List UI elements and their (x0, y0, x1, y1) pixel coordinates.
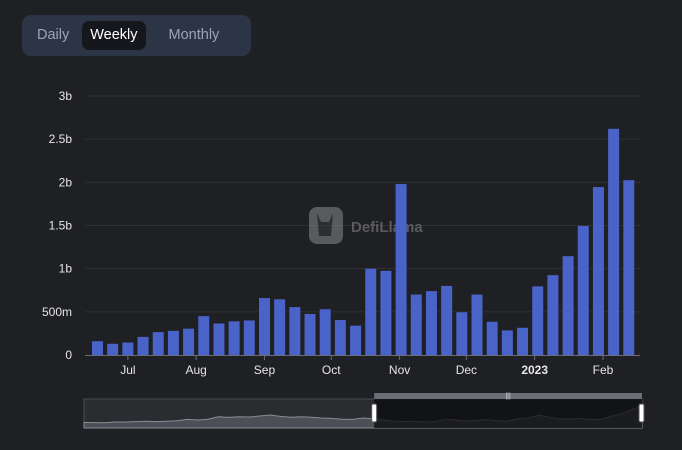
y-tick-label: 3b (59, 89, 73, 103)
x-tick-label: Nov (389, 363, 410, 377)
bar (547, 275, 559, 355)
y-tick-label: 2b (59, 175, 73, 189)
bar (107, 343, 119, 355)
x-tick-label: Sep (254, 363, 276, 377)
x-tick-label: Oct (322, 363, 341, 377)
bar (274, 299, 286, 355)
bar (243, 320, 255, 355)
bar (486, 321, 498, 355)
bar (501, 330, 513, 355)
slider-grip-icon: ||| (505, 393, 511, 400)
bar (532, 286, 544, 355)
y-tick-label: 2.5b (49, 132, 73, 146)
y-tick-label: 500m (42, 305, 72, 319)
range-slider: ||| (83, 393, 645, 429)
bar (471, 294, 483, 355)
slider-left-handle[interactable] (371, 403, 378, 423)
bar (623, 180, 635, 355)
bar (228, 321, 240, 355)
x-tick-label: Feb (593, 363, 614, 377)
llama-logo-icon-face (317, 213, 333, 236)
bar (152, 332, 164, 355)
bars (92, 128, 635, 355)
slider-selection[interactable] (374, 399, 642, 428)
y-tick-label: 1.5b (49, 219, 73, 233)
bar (213, 323, 225, 355)
bar (183, 328, 195, 355)
bar (517, 327, 529, 355)
slider-right-handle[interactable] (638, 403, 645, 423)
bar (592, 187, 604, 355)
bar (577, 225, 589, 355)
bar (365, 268, 377, 355)
slider-drag-bar[interactable] (374, 393, 642, 399)
x-tick-label: Jul (120, 363, 135, 377)
bar (92, 341, 103, 355)
bar (289, 307, 301, 355)
tab-daily[interactable]: Daily (37, 27, 70, 43)
bar (380, 270, 392, 355)
bar (350, 325, 362, 355)
bar (319, 309, 331, 355)
y-tick-label: 0 (65, 348, 72, 362)
bar (122, 342, 134, 355)
bar (395, 184, 407, 355)
bar (198, 316, 210, 355)
x-axis: Jul Aug Sep Oct Nov Dec 2023 Feb (85, 355, 640, 377)
x-tick-label: Dec (456, 363, 477, 377)
x-tick-label: 2023 (521, 363, 548, 377)
bar (137, 336, 149, 355)
bar (441, 285, 453, 355)
y-tick-label: 1b (59, 262, 73, 276)
x-tick-label: Aug (185, 363, 206, 377)
tab-weekly[interactable]: Weekly (82, 21, 146, 50)
bar (562, 256, 574, 355)
watermark-text: DefiLlama (351, 219, 423, 236)
grid-lines (85, 95, 640, 313)
bar (167, 330, 179, 355)
bar (410, 294, 422, 355)
bar (258, 298, 270, 355)
bar (425, 291, 437, 355)
bar (334, 320, 346, 355)
period-tabs: Daily Weekly Monthly (22, 15, 251, 56)
tab-monthly[interactable]: Monthly (168, 27, 220, 43)
y-axis: 0 500m 1b 1.5b 2b 2.5b 3b (42, 89, 72, 362)
bar (304, 313, 316, 355)
bar (608, 128, 620, 355)
bar (456, 312, 468, 355)
